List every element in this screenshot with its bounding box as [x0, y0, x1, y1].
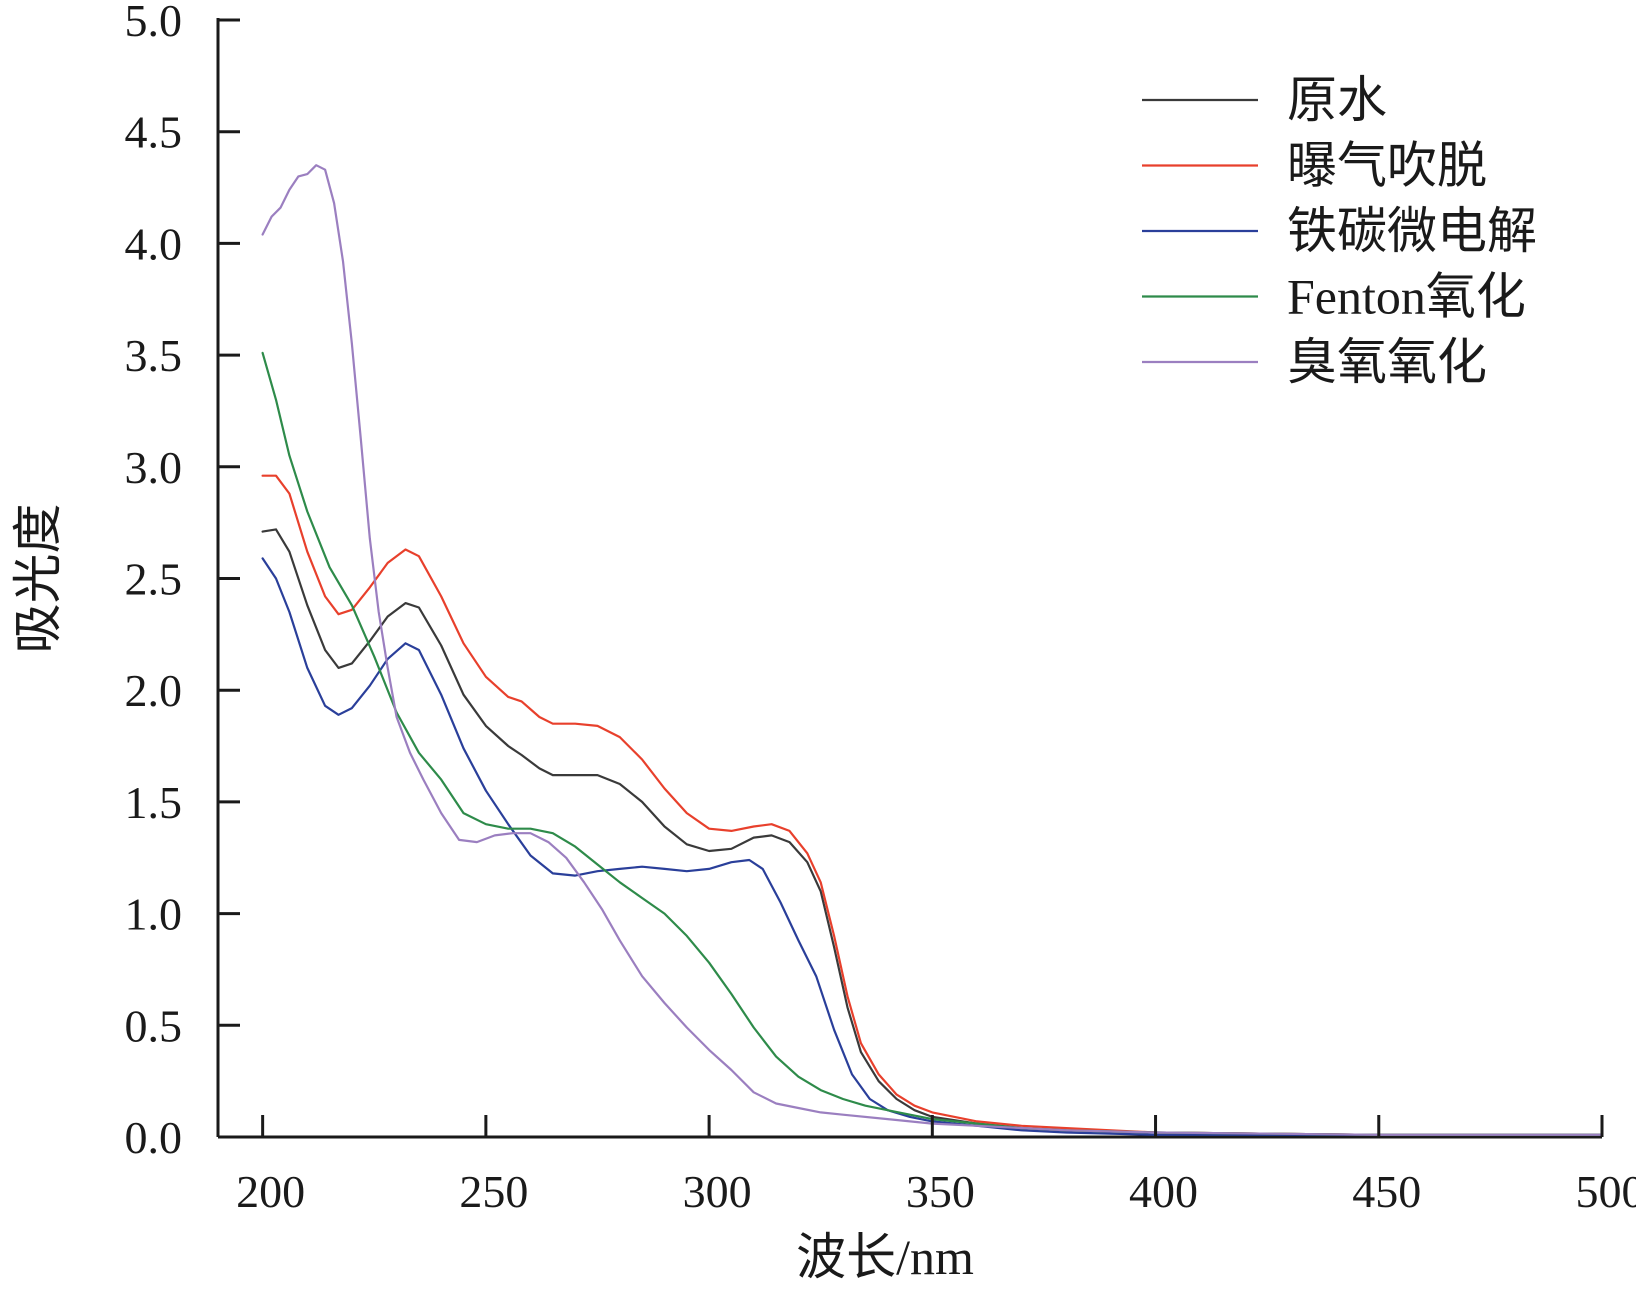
x-tick-label: 250: [459, 1166, 528, 1217]
x-tick-label: 200: [236, 1166, 305, 1217]
y-axis-label: 吸光度: [10, 504, 66, 654]
legend-label-4: Fenton氧化: [1287, 269, 1526, 325]
y-tick-label: 5.0: [125, 0, 183, 46]
x-tick-label: 300: [683, 1166, 752, 1217]
y-tick-label: 4.5: [125, 107, 183, 158]
series-line-3: [261, 557, 1604, 1136]
series-line-1: [261, 528, 1604, 1136]
y-tick-label: 0.5: [125, 1000, 183, 1051]
y-tick-label: 0.0: [125, 1112, 183, 1163]
y-tick-label: 4.0: [125, 218, 183, 269]
x-tick-label: 400: [1129, 1166, 1198, 1217]
y-tick-label: 2.0: [125, 665, 183, 716]
x-axis-label: 波长/nm: [796, 1229, 974, 1285]
y-tick-label: 1.0: [125, 889, 183, 940]
y-tick-label: 2.5: [125, 554, 183, 605]
legend-label-2: 曝气吹脱: [1287, 138, 1487, 194]
legend-label-5: 臭氧氧化: [1287, 334, 1487, 390]
series-layer: [261, 164, 1604, 1136]
y-tick-label: 3.0: [125, 442, 183, 493]
x-tick-label: 500: [1576, 1166, 1636, 1217]
legend-label-1: 原水: [1287, 72, 1387, 128]
legend-label-3: 铁碳微电解: [1287, 203, 1537, 259]
tick-layer: 0.0 0.5 1.0 1.5 2.0 2.5 3.0 3.5 4.0 4.5 5.0 200 250 3…: [125, 0, 1636, 1217]
series-line-5: [261, 164, 1604, 1136]
series-line-4: [261, 351, 1604, 1136]
series-line-2: [261, 474, 1604, 1136]
x-tick-label: 450: [1352, 1166, 1421, 1217]
x-tick-label: 350: [906, 1166, 975, 1217]
y-tick-label: 1.5: [125, 777, 183, 828]
y-tick-label: 3.5: [125, 330, 183, 381]
